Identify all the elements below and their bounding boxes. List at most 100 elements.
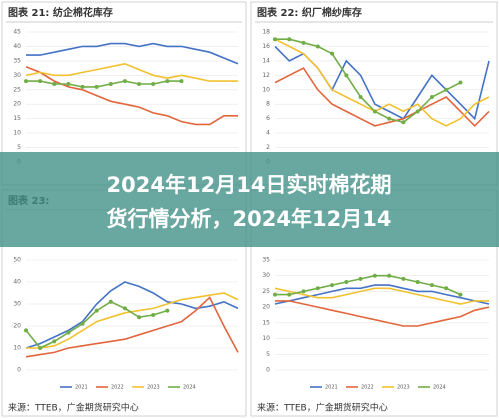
series-marker <box>165 308 170 313</box>
series-marker <box>387 116 392 121</box>
series-marker <box>94 308 99 313</box>
series-marker <box>38 79 43 84</box>
y-tick-label: 35 <box>262 257 270 264</box>
series-marker <box>122 79 127 84</box>
series-line <box>26 292 239 349</box>
y-tick-label: 2 <box>266 144 270 151</box>
series-line <box>274 287 489 305</box>
series-marker <box>94 84 99 89</box>
y-tick-label: 30 <box>262 272 270 279</box>
chart-title: 图表 21: 纺企棉花库存 <box>8 6 113 19</box>
legend-label: 2024 <box>433 385 446 391</box>
y-tick-label: 50 <box>13 257 21 264</box>
series-marker <box>444 286 449 291</box>
y-tick-label: 45 <box>13 29 21 36</box>
y-tick-label: 20 <box>13 101 21 108</box>
y-tick-label: 25 <box>13 86 21 93</box>
series-marker <box>358 95 363 99</box>
series-marker <box>80 321 85 326</box>
series-line <box>275 274 461 296</box>
y-tick-label: 25 <box>262 288 270 295</box>
series-line <box>275 38 461 124</box>
y-tick-label: 12 <box>262 72 270 79</box>
y-tick-label: 35 <box>13 57 21 64</box>
series-marker <box>137 315 142 320</box>
series-marker <box>108 82 113 86</box>
y-tick-label: 10 <box>13 130 21 137</box>
series-marker <box>401 120 406 125</box>
y-tick-label: 15 <box>13 115 21 122</box>
y-tick-label: 6 <box>266 115 270 122</box>
series-marker <box>301 40 306 45</box>
series-marker <box>315 286 320 291</box>
series-marker <box>330 51 335 56</box>
series-marker <box>179 79 184 84</box>
series-line <box>25 62 238 82</box>
series-marker <box>52 82 57 86</box>
series-marker <box>344 280 349 284</box>
series-marker <box>444 87 449 92</box>
series-marker <box>66 82 71 86</box>
series-marker <box>52 339 57 344</box>
series-line <box>25 296 239 358</box>
y-tick-label: 5 <box>266 351 270 358</box>
y-tick-label: 10 <box>262 86 270 93</box>
y-tick-label: 30 <box>13 72 21 79</box>
source-note: 来源：TTEB，广金期货研究中心 <box>257 402 388 414</box>
series-marker <box>80 84 85 89</box>
series-marker <box>372 109 377 114</box>
series-marker <box>66 330 71 335</box>
series-marker <box>108 299 113 304</box>
series-marker <box>38 346 43 350</box>
series-marker <box>24 328 28 333</box>
y-tick-label: 18 <box>262 29 270 36</box>
series-marker <box>415 109 420 114</box>
series-marker <box>315 44 320 49</box>
series-marker <box>151 313 156 317</box>
y-tick-label: 16 <box>262 43 270 50</box>
legend-label: 2024 <box>183 385 196 391</box>
legend-label: 2023 <box>397 385 410 391</box>
y-tick-label: 14 <box>262 57 270 64</box>
series-marker <box>429 95 434 99</box>
series-marker <box>287 292 292 297</box>
series-marker <box>401 276 406 281</box>
series-marker <box>287 37 292 42</box>
chart-title: 图表 22: 织厂棉纱库存 <box>257 6 362 19</box>
legend-label: 2021 <box>75 385 88 391</box>
overlay-band <box>0 152 499 247</box>
series-marker <box>387 273 392 278</box>
y-tick-label: 20 <box>13 323 21 330</box>
series-marker <box>415 280 420 284</box>
overlay-title-line: 2024年12月14日实时棉花期 <box>107 173 392 197</box>
y-tick-label: 40 <box>13 43 21 50</box>
y-tick-label: 10 <box>13 345 21 352</box>
y-tick-label: 15 <box>262 319 270 326</box>
series-line <box>274 67 490 128</box>
series-line <box>26 80 182 88</box>
series-marker <box>301 289 306 294</box>
overlay-title-line: 货行情分析，2024年12月14 <box>107 207 392 231</box>
series-line <box>274 38 490 127</box>
series-marker <box>429 283 434 288</box>
y-tick-label: 4 <box>266 130 270 137</box>
legend-label: 2022 <box>111 385 124 391</box>
y-tick-label: 8 <box>266 101 270 108</box>
series-marker <box>458 292 463 297</box>
series-marker <box>344 73 349 78</box>
series-marker <box>165 79 170 84</box>
series-marker <box>330 283 335 288</box>
legend-label: 2021 <box>325 385 338 391</box>
series-marker <box>24 79 28 84</box>
y-tick-label: 20 <box>262 304 270 311</box>
series-marker <box>372 273 377 278</box>
y-tick-label: 0 <box>266 367 270 374</box>
y-tick-label: 5 <box>17 144 21 151</box>
series-marker <box>358 276 363 281</box>
series-marker <box>273 37 277 42</box>
y-tick-label: 0 <box>17 367 21 374</box>
series-marker <box>273 292 277 297</box>
series-line <box>26 42 239 65</box>
series-line <box>25 281 239 349</box>
